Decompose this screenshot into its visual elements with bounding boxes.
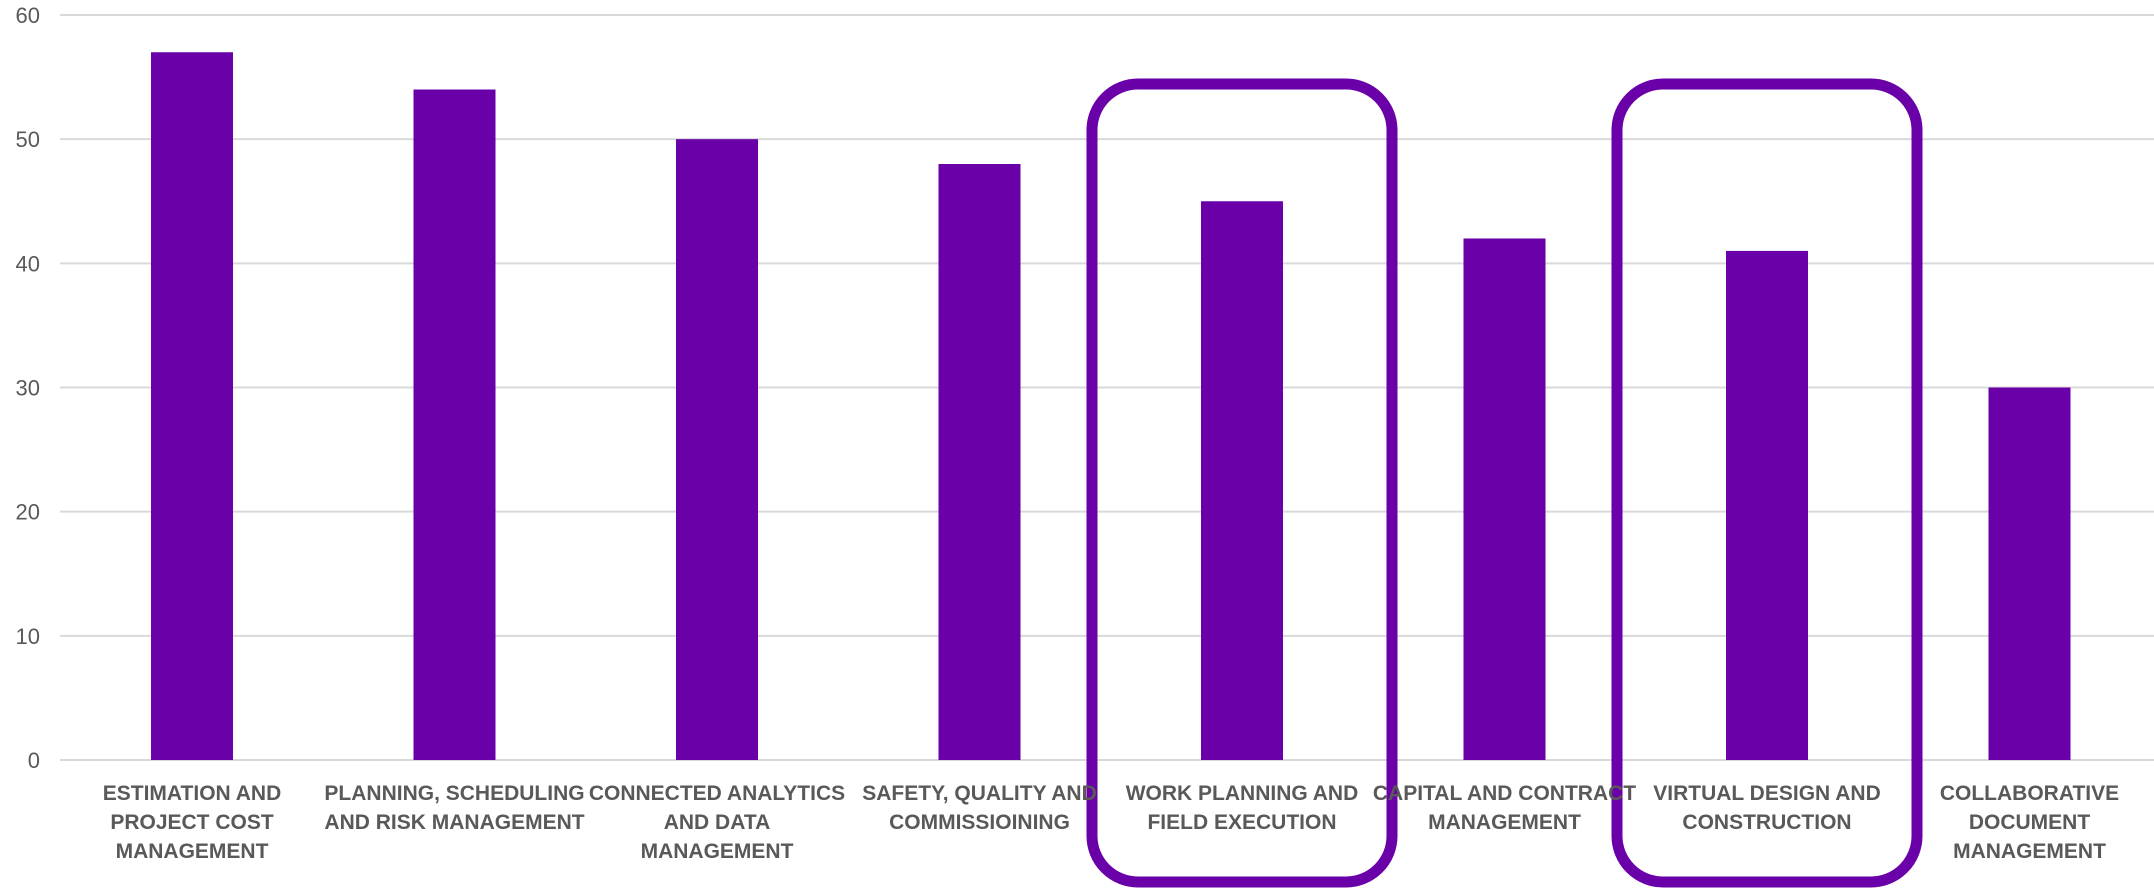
bar bbox=[413, 89, 496, 760]
bar bbox=[1201, 201, 1283, 760]
y-tick-label: 60 bbox=[16, 3, 40, 28]
y-tick-label: 50 bbox=[16, 127, 40, 152]
y-tick-label: 40 bbox=[16, 251, 40, 276]
gridlines bbox=[60, 14, 2154, 761]
highlight-boxes bbox=[1086, 78, 1923, 888]
highlight-box bbox=[1086, 78, 1398, 888]
x-tick-label: CAPITAL AND CONTRACT MANAGEMENT bbox=[1373, 782, 1636, 834]
x-tick-label: COLLABORATIVE DOCUMENT MANAGEMENT bbox=[1940, 782, 2119, 863]
y-tick-label: 20 bbox=[16, 500, 40, 525]
bars bbox=[151, 52, 2071, 760]
x-tick-label: ESTIMATION AND PROJECT COST MANAGEMENT bbox=[103, 782, 282, 863]
bar bbox=[1988, 387, 2071, 760]
bar bbox=[1463, 238, 1546, 760]
bar bbox=[938, 164, 1021, 760]
y-tick-label: 10 bbox=[16, 624, 40, 649]
x-tick-label: PLANNING, SCHEDULING AND RISK MANAGEMENT bbox=[324, 782, 584, 834]
y-tick-label: 30 bbox=[16, 376, 40, 401]
y-axis: 0 10 20 30 40 50 60 bbox=[16, 3, 40, 773]
highlight-box bbox=[1611, 78, 1923, 888]
bar bbox=[1726, 250, 1808, 760]
x-axis-labels: ESTIMATION AND PROJECT COST MANAGEMENT PLAN… bbox=[103, 782, 2119, 863]
x-tick-label: WORK PLANNING AND FIELD EXECUTION bbox=[1126, 782, 1359, 834]
y-tick-label: 0 bbox=[28, 748, 40, 773]
x-tick-label: CONNECTED ANALYTICS AND DATA MANAGEMENT bbox=[589, 782, 845, 863]
x-tick-label: VIRTUAL DESIGN AND CONSTRUCTION bbox=[1653, 782, 1881, 834]
x-tick-label: SAFETY, QUALITY AND COMMISSIOINING bbox=[862, 782, 1097, 834]
bar bbox=[676, 139, 758, 760]
bar bbox=[151, 52, 233, 760]
